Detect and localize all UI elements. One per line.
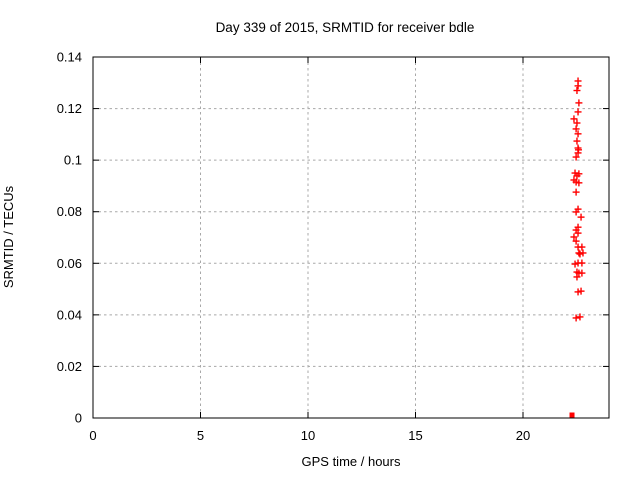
data-point-plus: [573, 273, 581, 281]
data-point-plus: [574, 82, 582, 90]
data-point-plus: [574, 229, 582, 237]
data-point-plus: [572, 125, 580, 133]
data-point-plus: [575, 99, 583, 107]
y-tick-label: 0.1: [64, 153, 82, 168]
x-tick-label: 0: [89, 428, 96, 443]
data-point-plus: [572, 208, 580, 216]
x-tick-label: 15: [408, 428, 422, 443]
data-point-plus: [573, 137, 581, 145]
data-point-plus: [570, 233, 578, 241]
data-point-plus: [570, 115, 578, 123]
y-tick-label: 0.14: [57, 50, 82, 65]
data-point-plus: [574, 288, 582, 296]
x-tick-label: 10: [301, 428, 315, 443]
chart-title: Day 339 of 2015, SRMTID for receiver bdl…: [216, 20, 475, 35]
data-point-plus: [575, 179, 583, 187]
data-point-plus: [578, 243, 586, 251]
y-tick-label: 0: [75, 411, 82, 426]
data-point-plus: [578, 259, 586, 267]
data-point-plus: [576, 250, 584, 258]
data-point-plus: [574, 149, 582, 157]
data-point-plus: [572, 237, 580, 245]
gridlines: [93, 57, 609, 418]
data-point-plus: [576, 313, 584, 321]
data-points: [569, 77, 587, 418]
x-tick-label: 5: [197, 428, 204, 443]
x-axis-label: GPS time / hours: [302, 454, 401, 469]
data-point-plus: [572, 314, 580, 322]
x-tick-label: 20: [516, 428, 530, 443]
y-tick-label: 0.04: [57, 307, 82, 322]
data-point-plus: [572, 188, 580, 196]
plot-border: [92, 56, 610, 419]
data-point-plus: [571, 260, 579, 268]
y-tick-label: 0.08: [57, 204, 82, 219]
data-point-plus: [577, 213, 585, 221]
y-axis-label: SRMTID / TECUs: [1, 185, 16, 288]
data-point-square: [569, 412, 575, 418]
data-point-plus: [573, 87, 581, 95]
axis-ticks: [92, 56, 609, 419]
data-point-plus: [574, 130, 582, 138]
y-tick-label: 0.02: [57, 359, 82, 374]
data-point-plus: [578, 269, 586, 277]
data-point-plus: [574, 108, 582, 116]
y-tick-label: 0.12: [57, 101, 82, 116]
y-tick-label: 0.06: [57, 256, 82, 271]
data-point-plus: [572, 153, 580, 161]
data-point-plus: [573, 119, 581, 127]
data-point-plus: [573, 172, 581, 180]
axis-tick-labels: 0 5 10 15 20 0 0.02 0.04 0.06 0.08 0.1 0.12 0.14: [57, 50, 531, 444]
